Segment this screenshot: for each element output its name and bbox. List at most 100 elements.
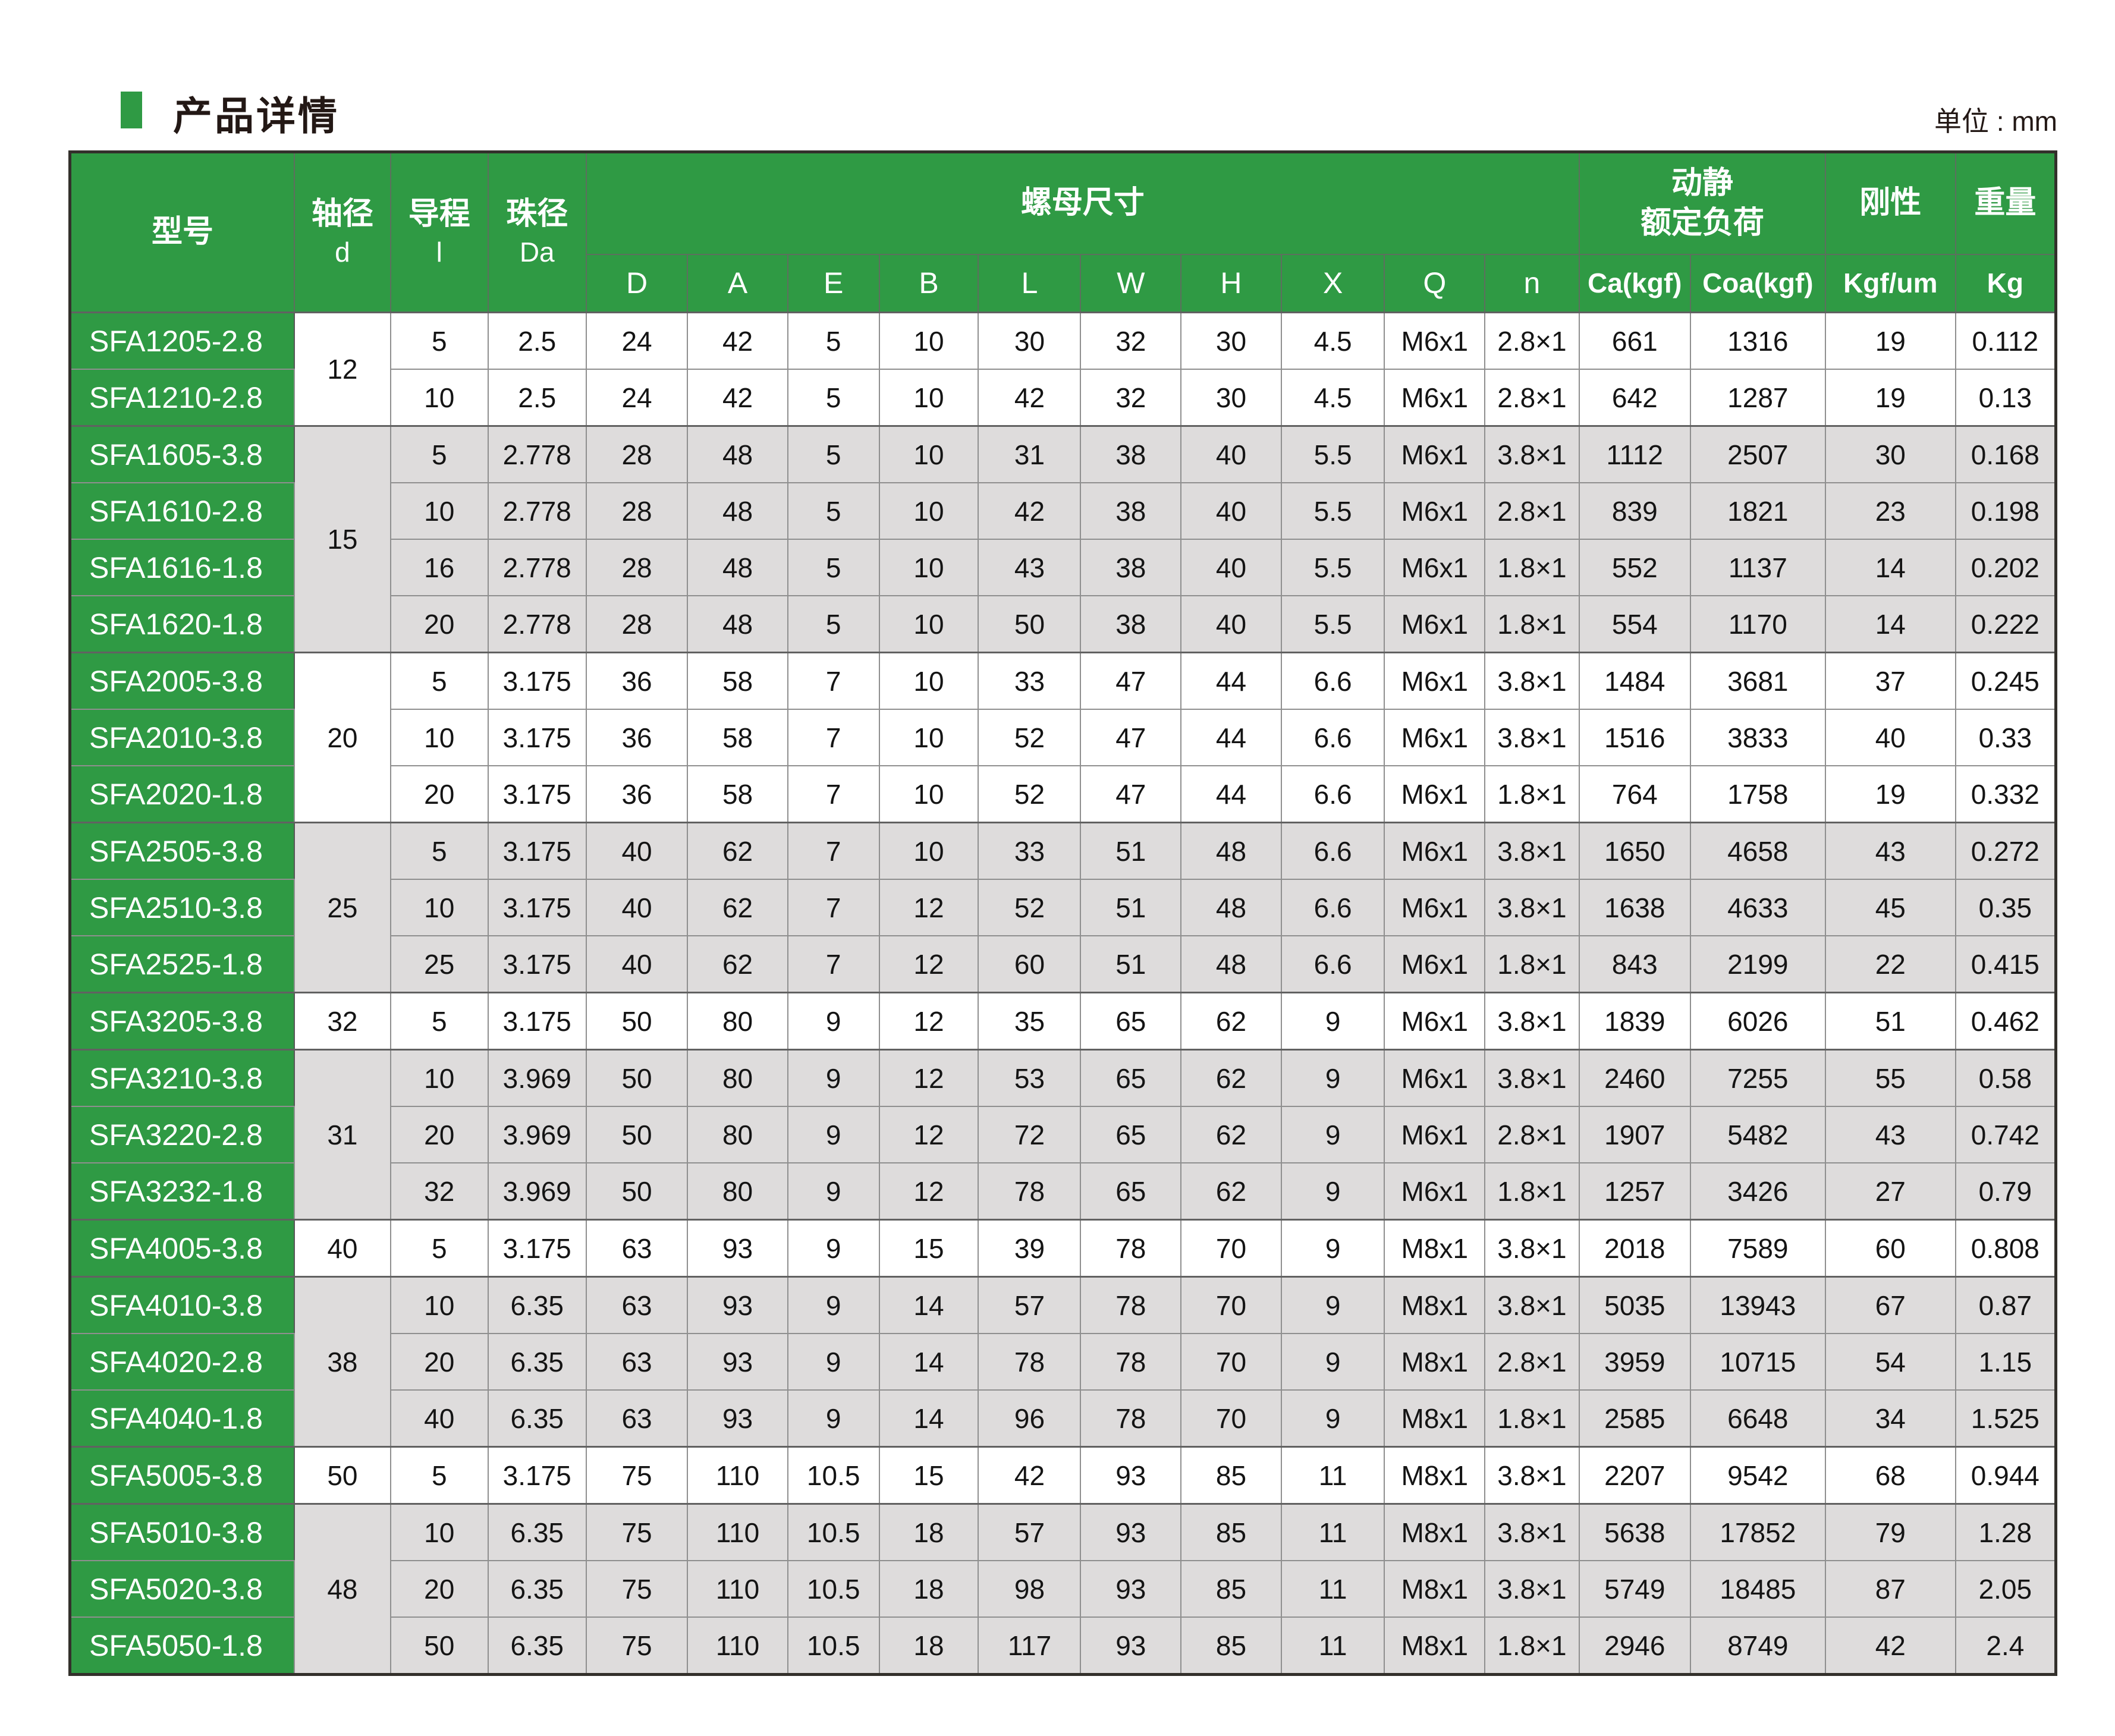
value-cell: 20 — [389, 595, 489, 653]
value-cell: 50 — [585, 1106, 689, 1163]
value-cell: 110 — [687, 1503, 788, 1561]
value-cell: 85 — [1180, 1503, 1282, 1561]
header-col-weight-unit: Kg — [1954, 253, 2057, 313]
value-cell: 3.969 — [487, 1106, 587, 1163]
value-cell: 68 — [1824, 1446, 1956, 1505]
value-cell: M6x1 — [1384, 992, 1486, 1051]
table-row: SFA2020-1.8 20 3.175 36 58 7 10 52 47 44 6.6 M6x1 1.… — [69, 765, 2057, 823]
value-cell: 51 — [1824, 992, 1956, 1051]
value-cell: 2.5 — [487, 369, 587, 427]
value-cell: 10 — [389, 482, 489, 540]
value-cell: 6.6 — [1280, 822, 1385, 880]
shaft-diameter-cell: 31 — [293, 1049, 391, 1221]
value-cell: M8x1 — [1384, 1333, 1486, 1391]
value-cell: 0.245 — [1954, 652, 2057, 710]
value-cell: 70 — [1180, 1333, 1282, 1391]
value-cell: 52 — [978, 709, 1082, 766]
value-cell: 1839 — [1578, 992, 1691, 1051]
value-cell: 9 — [787, 1333, 880, 1391]
value-cell: 43 — [1824, 822, 1956, 880]
value-cell: 5 — [389, 1446, 489, 1505]
table-row: SFA3210-3.8 31 10 3.969 50 80 9 12 53 65 62 9 M6x1 3.… — [69, 1049, 2057, 1221]
value-cell: 1.8×1 — [1484, 935, 1580, 993]
value-cell: 6.35 — [487, 1560, 587, 1618]
value-cell: 11 — [1280, 1503, 1385, 1561]
shaft-diameter-cell: 48 — [293, 1503, 391, 1675]
table-row: SFA3220-2.8 20 3.969 50 80 9 12 72 65 62 9 M6x1 2.8×… — [69, 1106, 2057, 1163]
header-nut-size-label: 螺母尺寸 — [1020, 185, 1145, 221]
value-cell: 38 — [1080, 539, 1182, 596]
value-cell: 33 — [978, 652, 1082, 710]
table-row: SFA3205-3.8 32 5 3.175 50 80 9 12 35 65 62 9 M6x1 3.8… — [69, 992, 2057, 1051]
value-cell: 0.202 — [1954, 539, 2057, 596]
value-cell: 48 — [687, 539, 788, 596]
value-cell: 3.8×1 — [1484, 1276, 1580, 1334]
shaft-diameter-cell: 38 — [293, 1276, 391, 1448]
value-cell: 12 — [878, 935, 979, 993]
value-cell: 2.8×1 — [1484, 369, 1580, 427]
value-cell: 40 — [585, 935, 689, 993]
value-cell: 65 — [1080, 1049, 1182, 1107]
value-cell: 10 — [389, 709, 489, 766]
value-cell: 35 — [978, 992, 1082, 1051]
value-cell: 3.175 — [487, 1446, 587, 1505]
model-cell: SFA4010-3.8 — [69, 1276, 295, 1334]
value-cell: 3959 — [1578, 1333, 1691, 1391]
value-cell: 11 — [1280, 1617, 1385, 1675]
value-cell: 50 — [585, 1162, 689, 1221]
value-cell: 9 — [1280, 1106, 1385, 1163]
value-cell: 47 — [1080, 709, 1182, 766]
value-cell: 42 — [978, 482, 1082, 540]
value-cell: 10 — [878, 822, 979, 880]
value-cell: 3.8×1 — [1484, 1446, 1580, 1505]
value-cell: 54 — [1824, 1333, 1956, 1391]
value-cell: 38 — [1080, 595, 1182, 653]
value-cell: 70 — [1180, 1276, 1282, 1334]
value-cell: 18485 — [1689, 1560, 1826, 1618]
value-cell: 30 — [1824, 425, 1956, 483]
value-cell: 2.778 — [487, 595, 587, 653]
value-cell: 7255 — [1689, 1049, 1826, 1107]
value-cell: 37 — [1824, 652, 1956, 710]
model-cell: SFA5005-3.8 — [69, 1446, 295, 1505]
value-cell: 0.332 — [1954, 765, 2057, 823]
value-cell: 85 — [1180, 1560, 1282, 1618]
value-cell: 554 — [1578, 595, 1691, 653]
shaft-diameter-cell: 12 — [293, 312, 391, 427]
value-cell: 20 — [389, 1106, 489, 1163]
value-cell: 3.175 — [487, 1219, 587, 1278]
value-cell: 9 — [1280, 1333, 1385, 1391]
value-cell: 3.175 — [487, 652, 587, 710]
value-cell: 2.778 — [487, 425, 587, 483]
header-col-L: L — [978, 253, 1082, 313]
value-cell: 2.778 — [487, 539, 587, 596]
value-cell: 44 — [1180, 709, 1282, 766]
value-cell: 75 — [585, 1617, 689, 1675]
value-cell: 12 — [878, 992, 979, 1051]
value-cell: 6.6 — [1280, 879, 1385, 936]
value-cell: 3.8×1 — [1484, 709, 1580, 766]
value-cell: 98 — [978, 1560, 1082, 1618]
value-cell: 72 — [978, 1106, 1082, 1163]
value-cell: 3.8×1 — [1484, 879, 1580, 936]
value-cell: M8x1 — [1384, 1617, 1486, 1675]
value-cell: 40 — [585, 879, 689, 936]
header-ball-diameter: 珠径 Da — [487, 151, 587, 313]
table-row: SFA2525-1.8 25 3.175 40 62 7 12 60 51 48 6.6 M6x1 1.… — [69, 935, 2057, 993]
value-cell: 18 — [878, 1617, 979, 1675]
value-cell: 60 — [1824, 1219, 1956, 1278]
value-cell: 93 — [687, 1276, 788, 1334]
value-cell: 36 — [585, 765, 689, 823]
value-cell: 5749 — [1578, 1560, 1691, 1618]
value-cell: 23 — [1824, 482, 1956, 540]
value-cell: 11 — [1280, 1560, 1385, 1618]
value-cell: 6026 — [1689, 992, 1826, 1051]
value-cell: 2585 — [1578, 1389, 1691, 1448]
value-cell: 40 — [1180, 482, 1282, 540]
value-cell: 51 — [1080, 822, 1182, 880]
model-cell: SFA1210-2.8 — [69, 369, 295, 427]
value-cell: 40 — [1180, 539, 1282, 596]
value-cell: 93 — [1080, 1446, 1182, 1505]
value-cell: 0.58 — [1954, 1049, 2057, 1107]
